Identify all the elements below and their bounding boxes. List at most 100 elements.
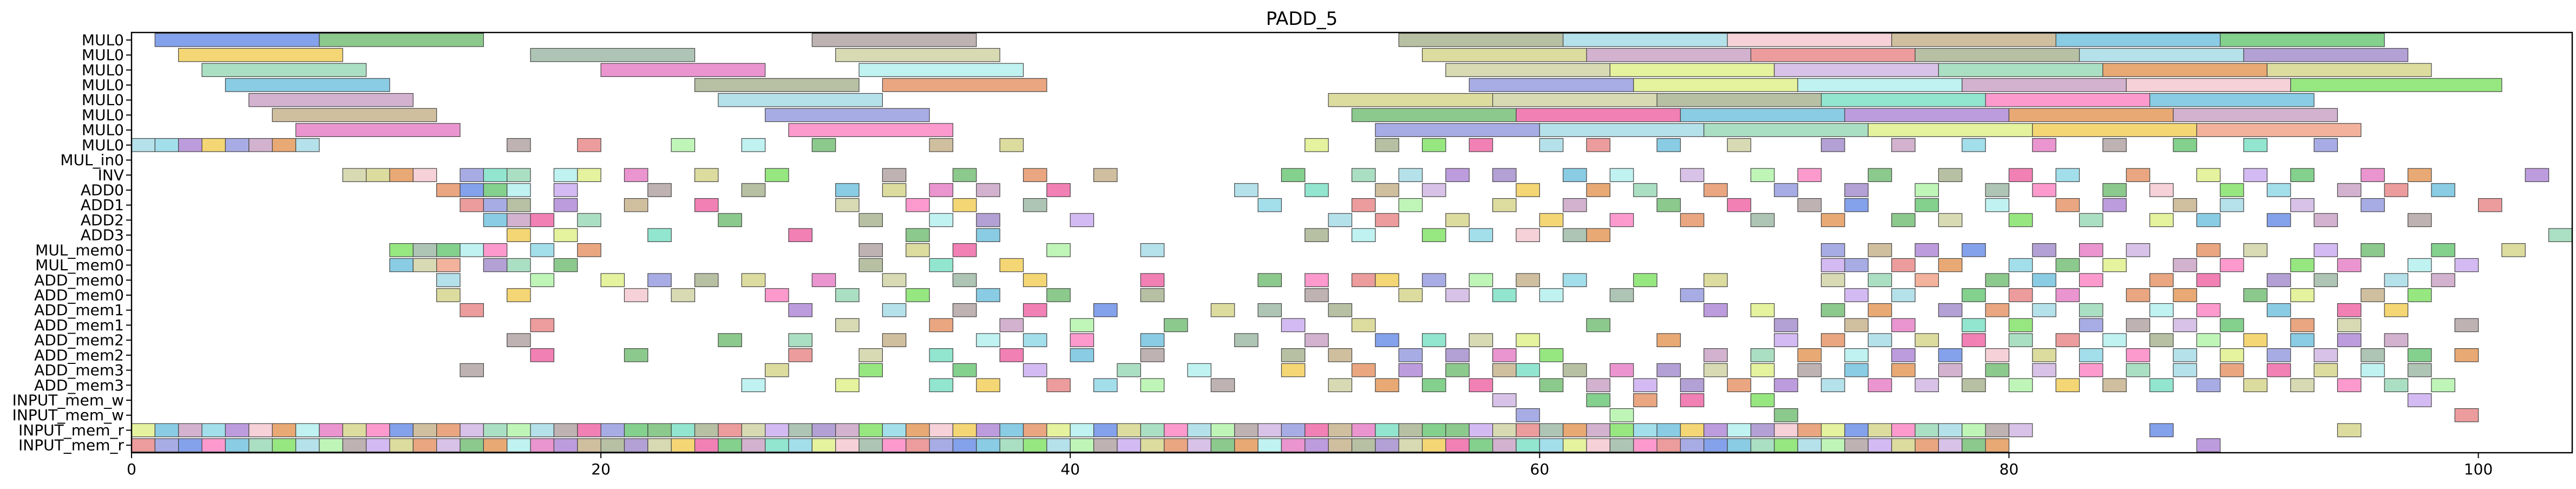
gantt-bar [2313, 213, 2338, 227]
gantt-bar [389, 243, 414, 257]
gantt-bar [553, 438, 578, 452]
gantt-bar [483, 423, 508, 438]
gantt-bar [1821, 243, 1845, 257]
gantt-bar [1046, 378, 1071, 393]
gantt-bar [1750, 168, 1775, 182]
gantt-bar [1539, 348, 1564, 362]
gantt-bar [1609, 408, 1634, 422]
gantt-bar [2126, 318, 2151, 332]
gantt-bar [1539, 138, 1564, 152]
gantt-bar [929, 258, 954, 272]
gantt-bar [1844, 318, 1869, 332]
gantt-bar [1867, 438, 1892, 452]
gantt-bar [765, 423, 789, 438]
gantt-bar [1844, 198, 1869, 212]
gantt-bar [1586, 423, 1611, 438]
gantt-bar [952, 438, 977, 452]
y-tick-label: ADD_mem2 [34, 331, 124, 349]
gantt-bar [365, 168, 390, 182]
gantt-bar [1093, 303, 1118, 317]
gantt-bar [811, 423, 836, 438]
gantt-bar [1093, 168, 1118, 182]
gantt-bar [882, 183, 907, 197]
gantt-bar [1797, 348, 1822, 362]
gantt-bar [1680, 213, 1705, 227]
gantt-bar [1915, 48, 2080, 62]
gantt-bar [858, 363, 883, 377]
gantt-bar [178, 438, 202, 452]
y-tick-label: MUL0 [82, 106, 124, 124]
plot-frame [130, 31, 2573, 454]
gantt-bar [2055, 198, 2080, 212]
gantt-bar [2243, 243, 2267, 257]
gantt-bar [1680, 168, 1705, 182]
gantt-bar [2055, 168, 2080, 182]
y-tick-label: MUL0 [82, 46, 124, 64]
gantt-bar [1774, 63, 1939, 77]
gantt-bar [1821, 438, 1845, 452]
gantt-bar [718, 423, 742, 438]
gantt-bar [530, 48, 696, 62]
gantt-bar [1351, 363, 1376, 377]
gantt-bar [1140, 348, 1165, 362]
gantt-bar [1633, 393, 1657, 407]
gantt-bar [2079, 348, 2103, 362]
gantt-bar [1821, 138, 1845, 152]
x-tick-label: 40 [1060, 460, 1080, 478]
gantt-bar [460, 303, 484, 317]
gantt-bar [2102, 198, 2127, 212]
gantt-bar [1891, 318, 1916, 332]
gantt-bar [1421, 273, 1446, 288]
gantt-bar [1985, 423, 2010, 438]
y-tick-label: INV [98, 166, 124, 184]
gantt-bar [2384, 378, 2409, 393]
gantt-bar [2008, 318, 2033, 332]
gantt-bar [483, 243, 508, 257]
gantt-bar [1398, 438, 1423, 452]
gantt-bar [2055, 288, 2080, 302]
gantt-bar [201, 63, 367, 77]
gantt-bar [2431, 378, 2455, 393]
gantt-bar [507, 438, 531, 452]
gantt-bar [2008, 333, 2033, 347]
gantt-bar [1703, 273, 1728, 288]
gantt-bar [507, 228, 531, 242]
gantt-bar [2126, 363, 2151, 377]
y-tick-label: INPUT_mem_r [18, 436, 124, 454]
gantt-bar [1187, 438, 1211, 452]
gantt-bar [2126, 288, 2151, 302]
gantt-bar [1421, 378, 1446, 393]
gantt-bar [1844, 363, 1869, 377]
gantt-bar [553, 228, 578, 242]
gantt-bar [741, 378, 766, 393]
gantt-bar [2102, 378, 2127, 393]
gantt-bar [2361, 348, 2385, 362]
gantt-bar [1609, 363, 1634, 377]
gantt-bar [1703, 303, 1728, 317]
gantt-bar [577, 438, 601, 452]
gantt-bar [1257, 438, 1282, 452]
gantt-bar [1492, 438, 1517, 452]
gantt-bar [1140, 333, 1165, 347]
y-tick-label: ADD_mem3 [34, 376, 124, 394]
gantt-bar [2454, 408, 2479, 422]
gantt-bar [811, 138, 836, 152]
gantt-bar [835, 183, 860, 197]
gantt-bar [1938, 258, 1963, 272]
gantt-bar [1070, 213, 1094, 227]
gantt-bar [1938, 63, 2103, 77]
gantt-bar [1586, 183, 1611, 197]
gantt-bar [1398, 168, 1423, 182]
gantt-bar [2220, 258, 2244, 272]
gantt-bar [412, 423, 437, 438]
gantt-bar [1210, 438, 1235, 452]
gantt-bar [1445, 168, 1470, 182]
gantt-bar [2173, 108, 2338, 122]
gantt-bar [1070, 438, 1094, 452]
gantt-bar [295, 423, 320, 438]
gantt-bar [1656, 333, 1681, 347]
gantt-bar [1867, 273, 1892, 288]
gantt-bar [1421, 438, 1446, 452]
gantt-bar [2454, 258, 2479, 272]
